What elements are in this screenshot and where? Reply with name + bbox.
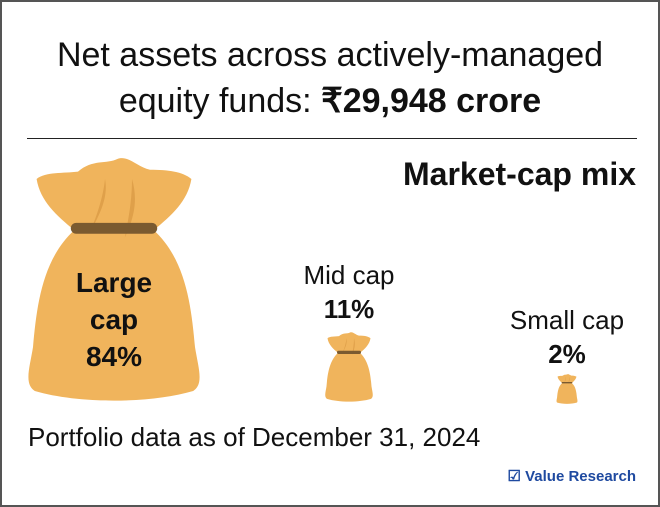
large-cap-name-2: cap [89, 304, 139, 335]
bag-neck [557, 374, 577, 383]
net-assets-amount: ₹29,948 crore [321, 82, 542, 120]
bag-body [556, 382, 578, 404]
mid-cap-label: Mid cap 11% [279, 258, 419, 326]
large-cap-name-1: Large [75, 267, 153, 298]
headline-line2: equity funds: ₹29,948 crore [2, 78, 658, 124]
bag-mid-cap [324, 332, 374, 402]
divider [27, 138, 637, 139]
footnote: Portfolio data as of December 31, 2024 [28, 422, 481, 452]
value-research-logo: ☑ Value Research [507, 467, 636, 485]
small-cap-name: Small cap [509, 305, 625, 335]
money-bag-icon-small-cap [556, 374, 578, 404]
chart-title: Market-cap mix [403, 156, 636, 192]
small-cap-value: 2% [548, 339, 586, 369]
headline-line1: Net assets across actively-managed [56, 36, 604, 74]
mid-cap-name: Mid cap [303, 260, 395, 290]
bag-body [28, 230, 200, 401]
headline-prefix: equity funds: [118, 82, 322, 120]
money-bag-icon-mid-cap [325, 332, 373, 402]
bag-band [337, 350, 361, 354]
checkbox-icon: ☑ [507, 468, 521, 485]
logo-text: Value Research [525, 468, 636, 485]
bag-small-cap [556, 374, 578, 404]
bag-band [70, 222, 158, 234]
money-bag-icon-large-cap [28, 158, 200, 401]
large-cap-value: 84% [85, 341, 143, 372]
bag-neck [36, 158, 192, 231]
bag-band [561, 382, 573, 384]
large-cap-label: Large cap 84% [24, 264, 204, 375]
small-cap-label: Small cap 2% [492, 303, 642, 371]
headline: Net assets across actively-managed equit… [2, 32, 658, 124]
mid-cap-value: 11% [323, 294, 375, 324]
bag-body [325, 352, 373, 402]
bag-large-cap [24, 157, 204, 402]
bag-neck [327, 332, 371, 353]
